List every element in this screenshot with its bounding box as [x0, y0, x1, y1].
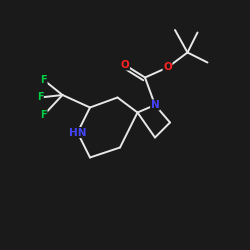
Text: HN: HN — [69, 128, 86, 138]
Text: O: O — [120, 60, 130, 70]
Text: F: F — [40, 75, 47, 85]
Text: N: N — [150, 100, 160, 110]
Text: F: F — [37, 92, 43, 102]
Text: F: F — [40, 110, 47, 120]
Text: O: O — [163, 62, 172, 72]
